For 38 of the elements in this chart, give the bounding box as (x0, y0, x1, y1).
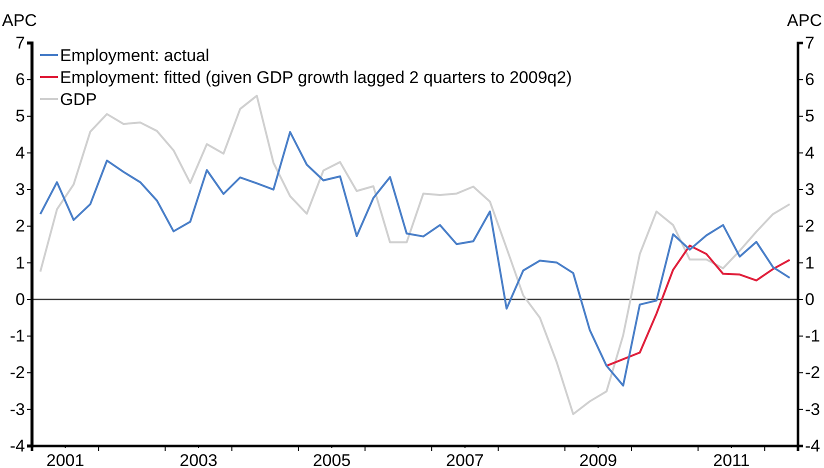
legend-label: Employment: fitted (given GDP growth lagged 2 quarters to 2009q2) (60, 68, 572, 87)
y-tick-label: 1 (16, 253, 25, 272)
y2-tick-label: -4 (805, 436, 820, 456)
y2-tick-label: 3 (805, 180, 814, 199)
y-tick-label: -3 (10, 400, 25, 419)
x-tick-label: 2003 (180, 451, 218, 468)
y-tick-label: 3 (16, 180, 25, 199)
x-tick-label: 2005 (312, 451, 351, 468)
y-tick-label: 4 (16, 143, 25, 162)
y2-tick-label: -2 (805, 363, 820, 382)
y2-tick-label: 5 (805, 106, 814, 126)
y2-tick-label: -1 (805, 326, 820, 346)
line-series (39, 94, 791, 416)
y2-tick-label: 4 (805, 143, 814, 162)
y-tick-label: -4 (10, 436, 25, 456)
y-tick-label: 0 (16, 290, 25, 309)
x-tick-label: 2007 (446, 451, 484, 468)
legend-label: Employment: actual (60, 46, 210, 65)
y-tick-label: -2 (10, 363, 25, 382)
line-series (606, 244, 791, 367)
y2-tick-label: 7 (805, 33, 814, 52)
y-tick-label: 7 (16, 33, 25, 52)
y2-tick-label: -3 (805, 400, 820, 419)
x-tick-label: 2011 (713, 451, 750, 468)
y2-tick-label: 0 (805, 290, 814, 309)
y2-tick-label: 2 (805, 216, 814, 236)
y-tick-label: 5 (16, 106, 25, 126)
x-tick-label: 2001 (46, 451, 84, 468)
y-tick-label: 6 (16, 70, 25, 90)
x-tick-label: 2009 (579, 451, 618, 468)
y-tick-label: -1 (10, 326, 25, 346)
line-series (39, 131, 791, 387)
y-tick-label: 2 (16, 216, 25, 236)
y-axis-title: APC (2, 11, 37, 30)
y2-axis-title: APC (787, 11, 822, 30)
legend-label: GDP (60, 90, 97, 109)
y2-tick-label: 1 (805, 253, 814, 272)
y2-tick-label: 6 (805, 70, 814, 90)
